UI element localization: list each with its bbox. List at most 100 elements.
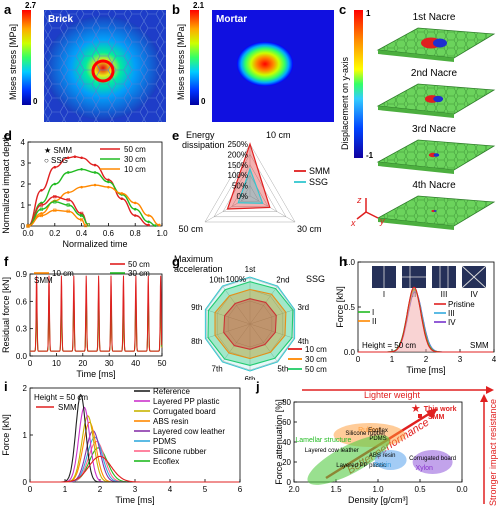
radar-grid xyxy=(213,153,287,218)
svg-text:z: z xyxy=(356,195,362,205)
y-tick-label: 4 xyxy=(21,138,26,147)
legend-label: 10 cm xyxy=(52,269,74,278)
legend-label: 50 cm xyxy=(124,145,146,154)
series-line xyxy=(27,168,156,227)
x-tick-label: 2.0 xyxy=(288,485,300,494)
y-tick-label: 0.0 xyxy=(344,348,356,357)
radar-axis-label: 6th xyxy=(244,375,255,380)
y-tick-label: 60 xyxy=(282,418,291,427)
data-point xyxy=(133,214,137,217)
svg-text:x: x xyxy=(350,218,356,228)
colorbar-min-b: 0 xyxy=(201,97,206,106)
arrow-label-top: Lighter weight xyxy=(364,390,421,400)
y-tick-label: 40 xyxy=(282,438,291,447)
radar-axis-label: 9th xyxy=(191,303,202,312)
x-tick-label: 3 xyxy=(133,485,138,494)
axis-triad: z x y xyxy=(350,195,385,228)
data-point xyxy=(93,171,97,174)
data-point xyxy=(107,185,110,189)
photo-label: IV xyxy=(470,290,478,299)
data-point xyxy=(53,208,57,212)
data-point xyxy=(133,201,137,205)
radar-spoke xyxy=(206,323,251,339)
legend-label: 50 cm xyxy=(128,260,150,269)
data-point xyxy=(107,180,110,184)
legend-label: SMM xyxy=(58,403,77,412)
panel-label-a: a xyxy=(4,2,12,17)
region-label: Rubber xyxy=(358,427,382,434)
y-tick-label: 0.5 xyxy=(344,303,356,312)
colorbar-b xyxy=(190,10,199,105)
legend-marker-label: ○ SSG xyxy=(44,156,68,165)
region-label: Silicone rubber xyxy=(345,431,385,437)
data-point xyxy=(147,223,150,227)
series-line xyxy=(358,286,494,353)
y-tick-label: 0.3 xyxy=(16,325,28,334)
data-point xyxy=(93,183,97,187)
series-line xyxy=(30,415,239,483)
x-tick-label: 6 xyxy=(238,485,243,494)
x-axis-label: Time [ms] xyxy=(76,369,115,379)
nacre-edge xyxy=(378,106,454,118)
radar-axis-label: 10th xyxy=(209,276,225,285)
x-tick-label: 1 xyxy=(390,355,395,364)
panel-label-g: g xyxy=(172,254,180,269)
data-point xyxy=(84,223,88,228)
data-point xyxy=(53,182,57,186)
displacement-negative xyxy=(433,153,440,157)
x-tick-label: 0 xyxy=(28,359,33,368)
inset-label: SMM xyxy=(34,276,53,285)
panel-d-impact-depth: 0.0 0.2 0.4 0.6 0.8 1.0 0 1 2 3 4 Normalized time No… xyxy=(1,134,168,249)
panel-label-f: f xyxy=(4,254,9,269)
colorbar-label-a: Mises stress [MPa] xyxy=(8,24,18,100)
y-tick-label: 1 xyxy=(21,201,26,210)
colorbar-min-a: 0 xyxy=(33,97,38,106)
radar-title: dissipation xyxy=(182,140,225,150)
legend-label: III xyxy=(448,309,455,318)
legend-label: PDMS xyxy=(153,437,176,446)
data-point xyxy=(80,185,83,189)
x-axis-label: Time [ms] xyxy=(115,495,154,505)
radar-axis-label: 10 cm xyxy=(266,130,291,140)
region-label: Ecoflex xyxy=(368,428,388,434)
radar-axis-label: 4th xyxy=(298,337,309,346)
nacre-title: 2nd Nacre xyxy=(411,68,458,79)
radar-axis-label: 50 cm xyxy=(178,224,203,234)
region-label: Xylon xyxy=(415,465,433,472)
panel-f-residual-force: 0 10 20 30 40 50 0.0 0.3 0.6 0.9 Time [ms] Residual… xyxy=(1,260,167,379)
y-tick-label: 20 xyxy=(282,458,291,467)
series-line xyxy=(30,436,239,483)
legend-label: 50 cm xyxy=(305,365,327,374)
series-line xyxy=(30,275,163,352)
arrow-head xyxy=(486,386,494,394)
x-tick-label: 1 xyxy=(63,485,68,494)
data-point xyxy=(40,189,43,192)
y-tick-label: 80 xyxy=(282,398,291,407)
data-point xyxy=(73,155,77,158)
radar-tick: 150% xyxy=(228,161,248,170)
x-tick-label: 1.0 xyxy=(156,229,168,238)
colorbar-max-c: 1 xyxy=(366,9,371,18)
svg-text:y: y xyxy=(379,216,385,226)
radar-spoke xyxy=(249,286,278,325)
radar-tick: 100% xyxy=(226,275,246,284)
series-line xyxy=(30,406,239,483)
data-point xyxy=(66,198,70,202)
data-point xyxy=(66,203,70,207)
data-point-label: This work xyxy=(424,406,457,413)
x-tick-label: 2 xyxy=(424,355,429,364)
colorbar-max-a: 2.7 xyxy=(25,1,37,10)
x-tick-label: 10 xyxy=(52,359,61,368)
legend-label: 10 cm xyxy=(124,165,146,174)
x-tick-label: 0.0 xyxy=(22,229,34,238)
x-tick-label: 5 xyxy=(203,485,208,494)
diag-arrow-head xyxy=(426,408,438,419)
panel-label-b: b xyxy=(172,2,180,17)
photo-label: III xyxy=(441,290,448,299)
x-tick-label: 30 xyxy=(105,359,114,368)
radar-axis-label: 30 cm xyxy=(297,224,322,234)
y-axis-label: Force attenuation [%] xyxy=(274,399,284,485)
x-tick-label: 0.8 xyxy=(130,229,142,238)
y-axis-label: Normalized impact depth xyxy=(1,134,11,234)
